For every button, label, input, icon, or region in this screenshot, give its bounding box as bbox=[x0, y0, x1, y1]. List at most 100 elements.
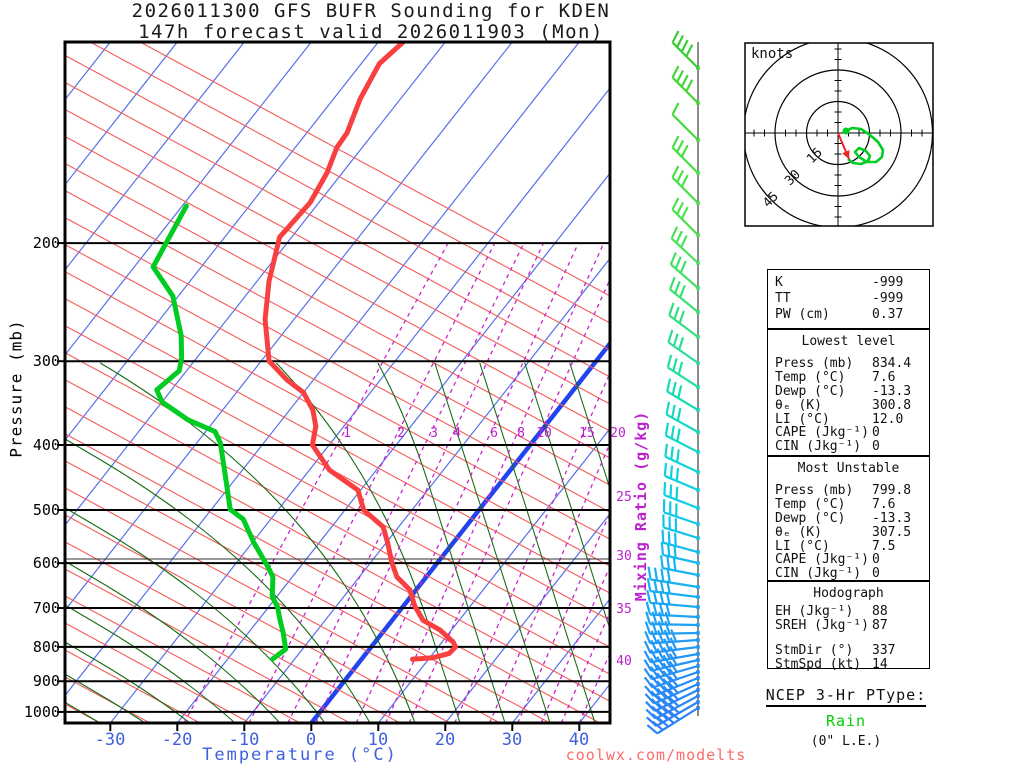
moist-adiabat bbox=[65, 507, 326, 723]
barb-attach-dot bbox=[696, 676, 700, 680]
table-row: θₑ (K) 307.5 bbox=[775, 525, 922, 540]
barb-tick bbox=[678, 337, 685, 351]
barb-attach-dot bbox=[696, 652, 700, 656]
barb-tick bbox=[671, 404, 676, 418]
moist-adiabat bbox=[275, 362, 461, 723]
moist-adiabat bbox=[65, 604, 236, 723]
barb-tick bbox=[676, 202, 685, 215]
temperature-tick-label: 30 bbox=[501, 730, 523, 750]
dry-adiabat bbox=[65, 568, 351, 723]
mixing-ratio-line bbox=[183, 242, 449, 723]
barb-tick bbox=[660, 568, 665, 582]
barb-tick bbox=[652, 601, 658, 616]
barb-tick bbox=[645, 700, 656, 712]
mixing-ratio-label: 40 bbox=[616, 654, 632, 669]
isotherm bbox=[65, 42, 245, 271]
pressure-tick-label: 300 bbox=[32, 352, 60, 370]
barb-tick bbox=[643, 650, 652, 663]
barb-tick bbox=[668, 668, 679, 680]
barb-tick bbox=[650, 639, 658, 653]
barb-tick bbox=[656, 702, 668, 714]
barb-tick bbox=[676, 170, 685, 183]
table-row: PW (cm) 0.37 bbox=[775, 307, 922, 323]
dry-adiabat bbox=[65, 81, 610, 378]
barb-tick bbox=[646, 724, 659, 735]
barb-attach-dot bbox=[696, 682, 700, 686]
zero-isotherm bbox=[309, 339, 610, 723]
barb-staff bbox=[671, 113, 699, 141]
barb-tick bbox=[666, 354, 673, 368]
barb-tick bbox=[656, 656, 665, 669]
barb-tick bbox=[664, 422, 670, 436]
table-row: CAPE (Jkg⁻¹) 0 bbox=[775, 553, 922, 567]
stat-label: Dewp (°C) bbox=[775, 510, 846, 526]
barb-tick bbox=[656, 695, 668, 707]
plot-frame bbox=[63, 40, 612, 725]
barb-tick bbox=[659, 591, 665, 605]
barb-tick bbox=[671, 165, 680, 179]
table-row: CIN (Jkg⁻¹) 0 bbox=[775, 567, 922, 581]
barb-attach-dot bbox=[696, 261, 700, 265]
barb-tick bbox=[666, 569, 671, 583]
barb-tick bbox=[676, 407, 682, 422]
barb-tick bbox=[666, 378, 672, 392]
barb-tick bbox=[677, 361, 684, 375]
barb-tick bbox=[662, 706, 675, 718]
hodograph-trace-start bbox=[842, 127, 850, 135]
barb-tick bbox=[670, 226, 679, 239]
barb-tick bbox=[665, 591, 671, 605]
isotherm bbox=[377, 427, 610, 723]
stat-label: Press (mb) bbox=[775, 355, 854, 371]
mixing-ratio-label: 35 bbox=[616, 602, 632, 617]
watermark-link[interactable]: coolwx.com/modelts bbox=[565, 746, 747, 764]
table-row: SREH (Jkg⁻¹) 87 bbox=[775, 618, 922, 633]
table-row: EH (Jkg⁻¹) 88 bbox=[775, 605, 922, 619]
stat-label: LI (°C) bbox=[775, 411, 830, 427]
barb-tick bbox=[659, 555, 664, 569]
mixing-ratio-axis-label: Mixing Ratio (g/kg) bbox=[632, 410, 650, 602]
stat-value: -13.3 bbox=[872, 383, 912, 399]
barb-tick bbox=[661, 529, 665, 543]
wind-barbs bbox=[643, 30, 700, 735]
mixing-ratio-line bbox=[517, 511, 610, 723]
barb-tick bbox=[668, 682, 679, 694]
mixing-ratio-label: 4 bbox=[453, 426, 461, 441]
barb-staff bbox=[656, 707, 699, 735]
barb-tick bbox=[651, 705, 663, 717]
barb-tick bbox=[664, 443, 669, 457]
barb-tick bbox=[673, 306, 680, 320]
indices-panel: K -999 TT -999 PW (cm) 0.37 bbox=[767, 269, 930, 329]
mixing-ratio-label: 6 bbox=[490, 426, 498, 441]
stat-label: CAPE (Jkg⁻¹) bbox=[775, 552, 869, 568]
barb-tick bbox=[657, 709, 669, 721]
stat-value: 0 bbox=[872, 566, 880, 582]
barb-tick bbox=[649, 657, 659, 670]
barb-tick bbox=[658, 611, 665, 625]
stat-value: 0 bbox=[872, 439, 880, 455]
mixing-ratio-label: 3 bbox=[430, 426, 438, 441]
stat-value: -999 bbox=[872, 291, 904, 306]
mixing-ratio-line bbox=[287, 242, 525, 723]
barb-tick bbox=[663, 482, 667, 496]
moist-adiabat bbox=[65, 560, 281, 723]
stat-label: Temp (°C) bbox=[775, 496, 846, 512]
lowest-level-panel: Lowest level Press (mb) 834.4 Temp (°C) 7.… bbox=[767, 329, 930, 456]
stat-value: 7.6 bbox=[872, 369, 896, 385]
barb-attach-dot bbox=[696, 688, 700, 692]
barb-tick bbox=[671, 135, 680, 149]
barb-attach-dot bbox=[696, 550, 700, 554]
dry-adiabat bbox=[65, 162, 610, 459]
ptype-block: NCEP 3-Hr PType: Rain (0" L.E.) bbox=[758, 685, 934, 749]
most-unstable-panel: Most Unstable Press (mb) 799.8 Temp (°C) 7… bbox=[767, 456, 930, 581]
barb-tick bbox=[646, 578, 652, 592]
barb-attach-dot bbox=[696, 101, 700, 105]
barb-tick bbox=[644, 685, 655, 697]
barb-tick bbox=[677, 385, 683, 399]
mixing-ratio-label: 25 bbox=[616, 490, 632, 505]
barb-tick bbox=[644, 621, 652, 635]
table-row: CIN (Jkg⁻¹) 0 bbox=[775, 440, 922, 454]
barb-tick bbox=[657, 717, 670, 728]
barb-tick bbox=[662, 685, 673, 697]
temperature-tick-label: -20 bbox=[161, 730, 193, 750]
